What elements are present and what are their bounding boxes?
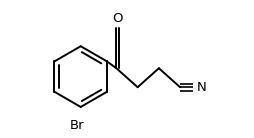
Text: O: O <box>113 12 123 25</box>
Text: Br: Br <box>70 119 84 132</box>
Text: N: N <box>197 81 207 94</box>
